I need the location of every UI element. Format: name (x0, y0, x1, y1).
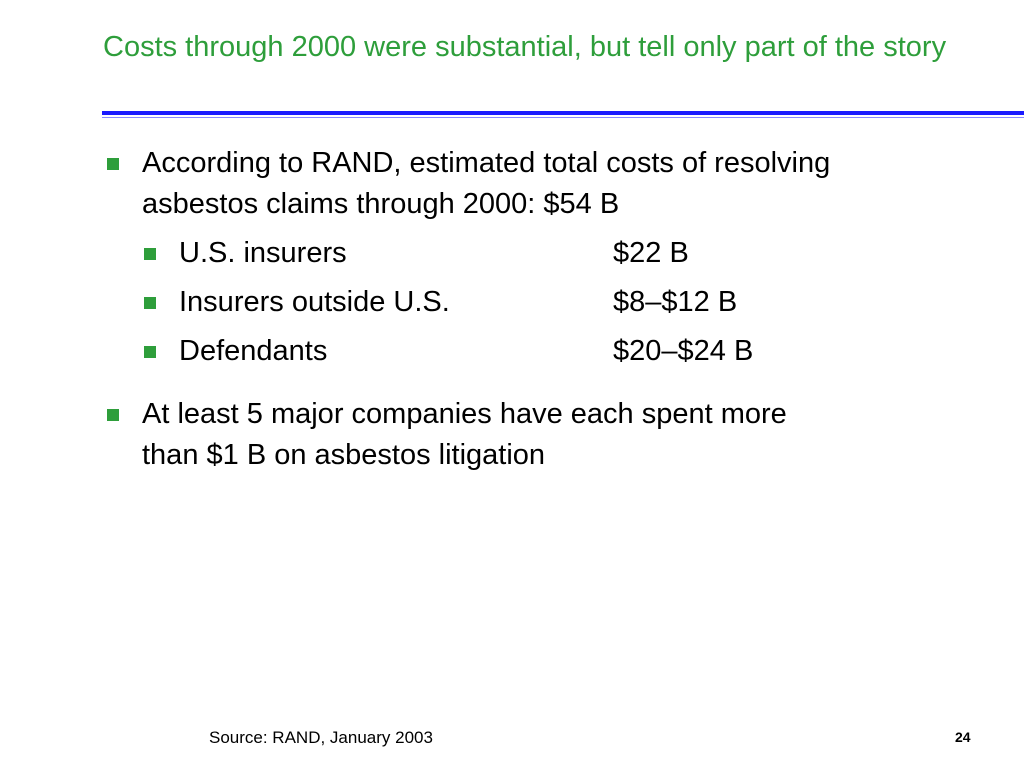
source-footnote: Source: RAND, January 2003 (209, 728, 433, 747)
sub-bullet-value: $8–$12 B (613, 286, 738, 318)
bullet-text-line: asbestos claims through 2000: $54 B (142, 188, 620, 220)
sub-bullet-label: Defendants (179, 335, 328, 367)
bullet-text-line: According to RAND, estimated total costs… (142, 147, 831, 179)
sub-bullet-label: Insurers outside U.S. (179, 286, 450, 318)
bullet-text-line: than $1 B on asbestos litigation (142, 439, 546, 471)
title-underline (102, 111, 1024, 115)
square-bullet-icon (144, 248, 156, 260)
title-underline-shadow (102, 117, 1024, 118)
sub-bullet-value: $22 B (613, 237, 689, 269)
square-bullet-icon (144, 297, 156, 309)
sub-bullet-label: U.S. insurers (179, 237, 347, 269)
square-bullet-icon (144, 346, 156, 358)
page-number: 24 (955, 729, 971, 745)
square-bullet-icon (107, 158, 119, 170)
sub-bullet-value: $20–$24 B (613, 335, 754, 367)
bullet-text-line: At least 5 major companies have each spe… (142, 398, 787, 430)
slide-title: Costs through 2000 were substantial, but… (103, 31, 947, 63)
square-bullet-icon (107, 409, 119, 421)
